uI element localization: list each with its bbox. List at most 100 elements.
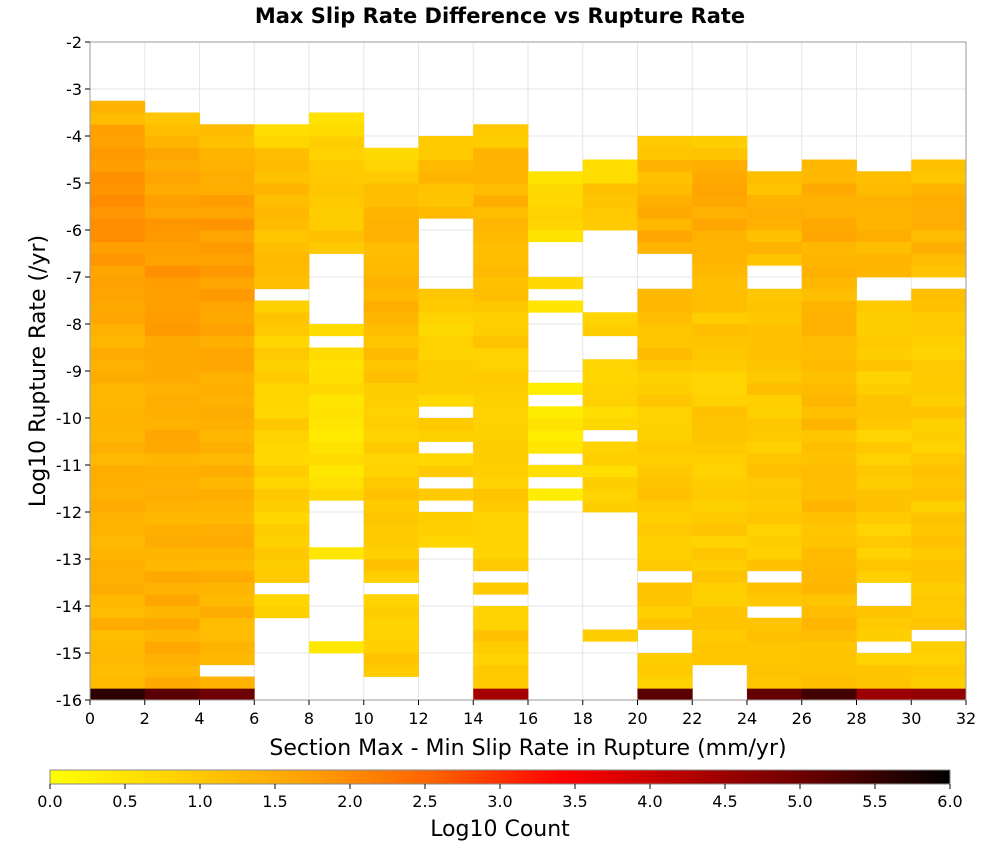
heatmap-cell xyxy=(473,277,529,290)
heatmap-cell xyxy=(473,312,529,325)
heatmap-cell xyxy=(144,124,200,137)
heatmap-cell xyxy=(199,335,255,348)
heatmap-cell xyxy=(637,230,693,243)
x-tick-label: 10 xyxy=(354,709,374,728)
heatmap-cell xyxy=(144,147,200,160)
heatmap-cell xyxy=(692,335,748,348)
heatmap-cell xyxy=(90,676,146,689)
heatmap-cell xyxy=(856,265,912,278)
heatmap-cell xyxy=(199,382,255,395)
heatmap-cell xyxy=(692,265,748,278)
heatmap-cell xyxy=(911,335,967,348)
heatmap-cell xyxy=(254,535,310,548)
heatmap-cell xyxy=(528,277,584,290)
heatmap-cell xyxy=(90,476,146,489)
heatmap-cell xyxy=(144,559,200,572)
heatmap-cell xyxy=(856,171,912,184)
heatmap-cell xyxy=(637,688,693,701)
heatmap-cell xyxy=(747,382,803,395)
heatmap-cell xyxy=(747,535,803,548)
heatmap-cell xyxy=(637,147,693,160)
heatmap-cell xyxy=(637,676,693,689)
heatmap-cell xyxy=(692,183,748,196)
heatmap-cell xyxy=(309,171,365,184)
heatmap-cell xyxy=(637,429,693,442)
heatmap-cell xyxy=(90,606,146,619)
heatmap-cell xyxy=(199,324,255,337)
heatmap-cell xyxy=(199,629,255,642)
heatmap-cell xyxy=(692,488,748,501)
heatmap-cell xyxy=(582,194,638,207)
heatmap-cell xyxy=(473,171,529,184)
heatmap-cell xyxy=(528,441,584,454)
heatmap-cell xyxy=(747,594,803,607)
heatmap-cell xyxy=(528,382,584,395)
heatmap-cell xyxy=(801,441,857,454)
heatmap-cell xyxy=(637,453,693,466)
heatmap-cell xyxy=(473,441,529,454)
heatmap-cell xyxy=(911,288,967,301)
heatmap-cell xyxy=(856,453,912,466)
heatmap-cell xyxy=(254,488,310,501)
heatmap-cell xyxy=(637,441,693,454)
heatmap-cell xyxy=(144,476,200,489)
heatmap-cell xyxy=(254,406,310,419)
heatmap-cell xyxy=(309,429,365,442)
heatmap-cell xyxy=(692,547,748,560)
heatmap-cell xyxy=(254,136,310,149)
heatmap-cell xyxy=(637,136,693,149)
heatmap-cell xyxy=(309,476,365,489)
heatmap-cell xyxy=(637,512,693,525)
heatmap-cell xyxy=(582,453,638,466)
heatmap-cell xyxy=(90,453,146,466)
heatmap-cell xyxy=(90,159,146,172)
heatmap-cell xyxy=(254,371,310,384)
heatmap-cell xyxy=(911,465,967,478)
heatmap-cell xyxy=(473,664,529,677)
heatmap-cell xyxy=(637,288,693,301)
heatmap-cell xyxy=(144,406,200,419)
heatmap-cell xyxy=(747,465,803,478)
heatmap-cell xyxy=(911,312,967,325)
heatmap-cell xyxy=(309,641,365,654)
heatmap-cell xyxy=(144,606,200,619)
heatmap-cell xyxy=(254,335,310,348)
heatmap-cell xyxy=(418,300,474,313)
heatmap-cell xyxy=(90,418,146,431)
heatmap-cell xyxy=(199,535,255,548)
heatmap-cell xyxy=(473,159,529,172)
heatmap-cell xyxy=(801,476,857,489)
heatmap-cell xyxy=(637,300,693,313)
heatmap-cell xyxy=(637,159,693,172)
heatmap-cell xyxy=(801,253,857,266)
heatmap-cell xyxy=(801,347,857,360)
heatmap-cell xyxy=(363,277,419,290)
colorbar-tick-label: 5.5 xyxy=(862,792,887,811)
heatmap-cell xyxy=(363,406,419,419)
heatmap-cell xyxy=(199,465,255,478)
heatmap-cell xyxy=(199,265,255,278)
heatmap-cell xyxy=(199,241,255,254)
heatmap-cell xyxy=(637,606,693,619)
heatmap-cell xyxy=(856,206,912,219)
x-tick-label: 26 xyxy=(792,709,812,728)
heatmap-cell xyxy=(692,230,748,243)
heatmap-cell xyxy=(473,218,529,231)
heatmap-cell xyxy=(856,500,912,513)
heatmap-cell xyxy=(363,371,419,384)
x-tick-label: 4 xyxy=(194,709,204,728)
heatmap-cell xyxy=(528,171,584,184)
heatmap-cell xyxy=(199,429,255,442)
heatmap-cell xyxy=(856,488,912,501)
heatmap-cell xyxy=(473,347,529,360)
heatmap-cell xyxy=(254,453,310,466)
heatmap-cell xyxy=(309,488,365,501)
heatmap-cell xyxy=(473,535,529,548)
heatmap-cell xyxy=(692,512,748,525)
heatmap-cell xyxy=(747,312,803,325)
heatmap-cell xyxy=(692,406,748,419)
heatmap-cell xyxy=(418,347,474,360)
heatmap-cell xyxy=(747,547,803,560)
heatmap-cell xyxy=(801,500,857,513)
